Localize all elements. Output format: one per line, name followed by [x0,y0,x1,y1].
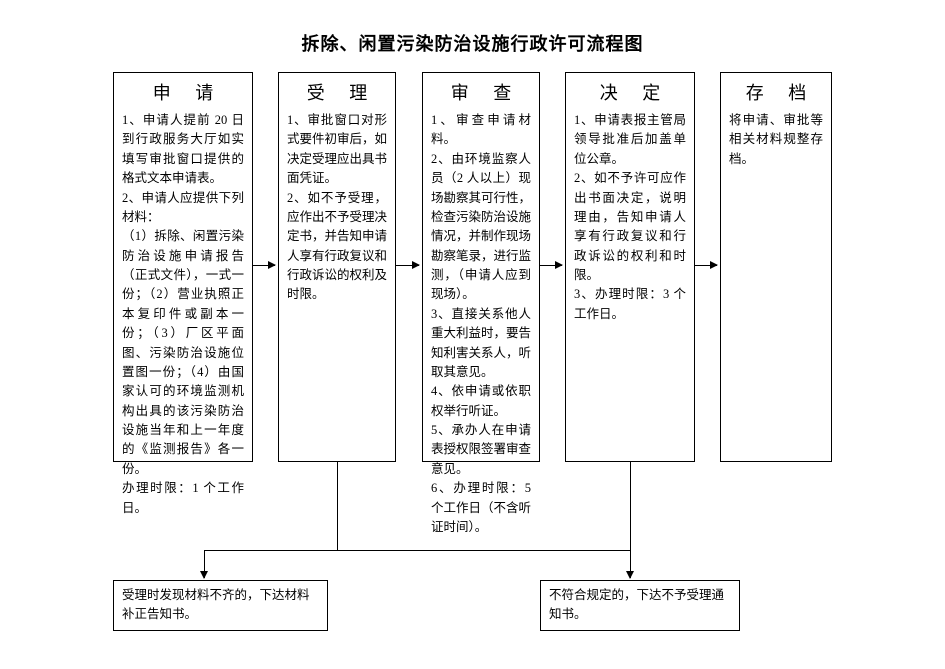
connector-arrow-down-1 [204,550,205,578]
box-acceptance-body: 1、审批窗口对形式要件初审后，如决定受理应出具书面凭证。2、如不予受理，应作出不… [287,111,387,305]
box-review-title: 审 查 [431,79,531,105]
sub-box-incomplete: 受理时发现材料不齐的，下达材料补正告知书。 [113,580,328,631]
box-application-body: 1、申请人提前 20 日到行政服务大厅如实填写审批窗口提供的格式文本申请表。2、… [122,111,244,518]
sub-box-rejected: 不符合规定的，下达不予受理通知书。 [540,580,740,631]
box-review: 审 查 1、审查申请材料。2、由环境监察人员（2 人以上）现场勘察其可行性，检查… [422,72,540,462]
arrow-1 [253,265,275,266]
box-decision-title: 决 定 [574,79,686,105]
arrow-3 [540,265,562,266]
box-application-title: 申 请 [122,79,244,105]
box-acceptance-title: 受 理 [287,79,387,105]
connector-horizontal [204,550,631,551]
page-title: 拆除、闲置污染防治设施行政许可流程图 [0,0,945,68]
box-acceptance: 受 理 1、审批窗口对形式要件初审后，如决定受理应出具书面凭证。2、如不予受理，… [278,72,396,462]
box-application: 申 请 1、申请人提前 20 日到行政服务大厅如实填写审批窗口提供的格式文本申请… [113,72,253,462]
box-review-body: 1、审查申请材料。2、由环境监察人员（2 人以上）现场勘察其可行性，检查污染防治… [431,111,531,537]
box-decision: 决 定 1、申请表报主管局领导批准后加盖单位公章。2、如不予许可应作出书面决定，… [565,72,695,462]
arrow-2 [396,265,419,266]
box-archive-title: 存 档 [729,79,823,105]
connector-down-2 [630,462,631,550]
box-archive-body: 将申请、审批等相关材料规整存档。 [729,111,823,169]
box-archive: 存 档 将申请、审批等相关材料规整存档。 [720,72,832,462]
connector-down-1 [337,462,338,550]
box-decision-body: 1、申请表报主管局领导批准后加盖单位公章。2、如不予许可应作出书面决定，说明理由… [574,111,686,324]
connector-arrow-down-2 [630,550,631,578]
arrow-4 [695,265,717,266]
